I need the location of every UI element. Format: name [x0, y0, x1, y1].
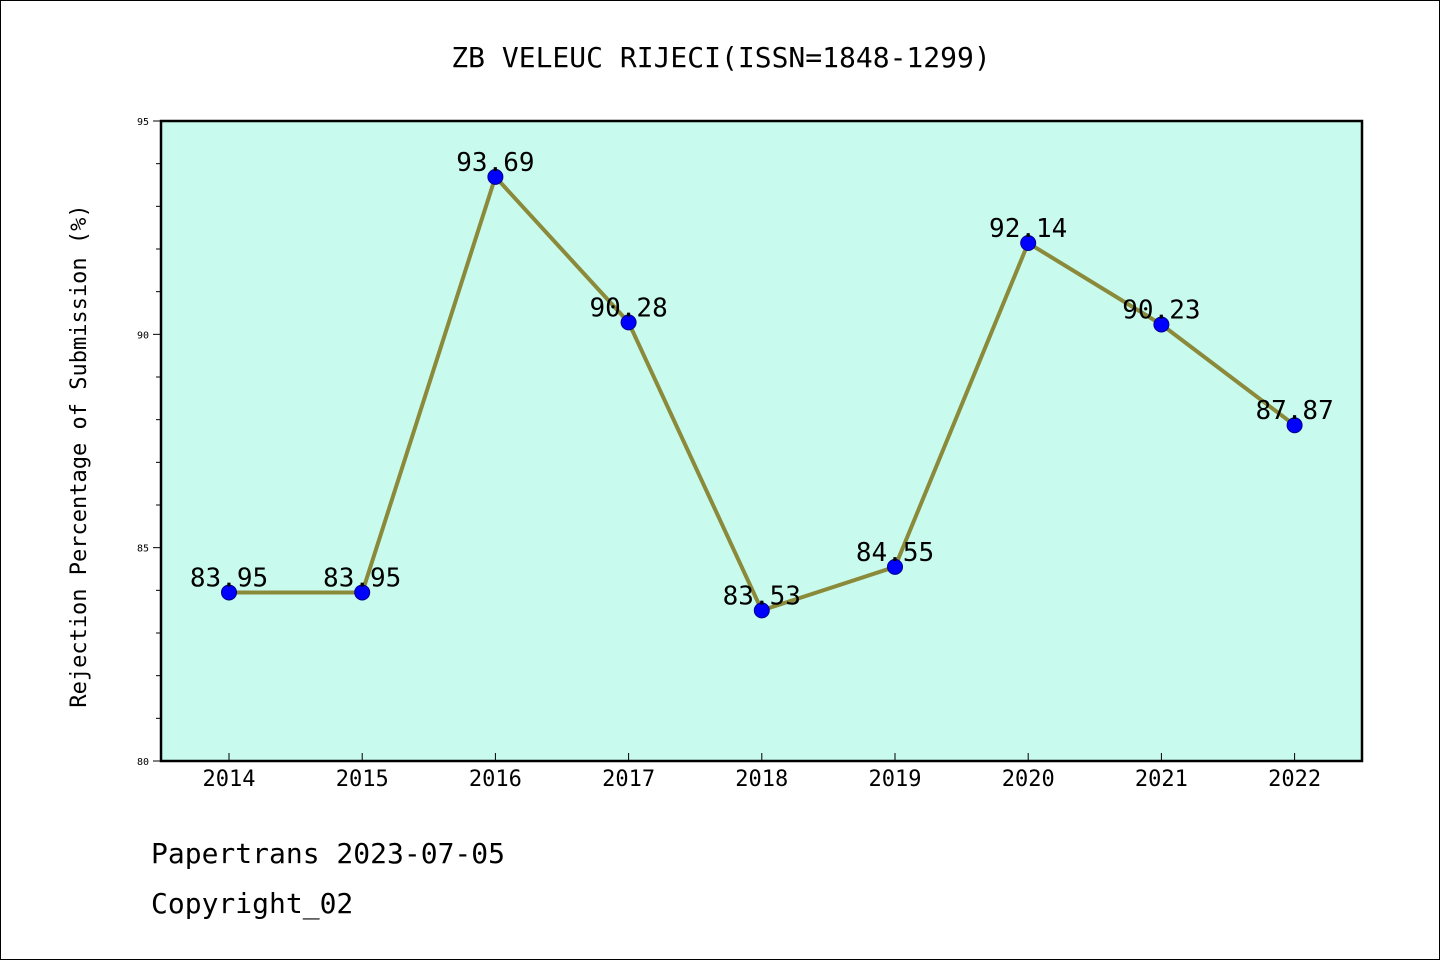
data-label: 84.55 [856, 538, 934, 568]
y-axis-label: Rejection Percentage of Submission (%) [67, 204, 92, 707]
data-point [487, 168, 504, 185]
data-point [887, 558, 903, 575]
data-point [753, 602, 770, 619]
data-point [354, 584, 371, 601]
y-axis-ticks: 80 85 90 95 [137, 117, 161, 768]
x-tick-label: 2014 [203, 767, 256, 792]
x-axis-ticks: 2014 2015 2016 2017 2018 2019 2020 2021 2022 [203, 753, 1321, 792]
data-label: 83.95 [190, 563, 268, 593]
x-tick-label: 2022 [1268, 767, 1321, 792]
data-point [620, 314, 637, 331]
x-tick-label: 2016 [469, 767, 522, 792]
data-label: 93.69 [456, 148, 534, 178]
data-point [1020, 235, 1037, 252]
data-label: 90.28 [589, 293, 667, 323]
data-point [221, 584, 237, 601]
y-tick-label: 95 [137, 117, 149, 128]
data-label: 83.95 [323, 563, 401, 593]
data-markers [221, 168, 1303, 619]
data-label: 83.53 [723, 581, 801, 611]
data-point [1153, 316, 1170, 333]
y-tick-label: 85 [137, 544, 149, 555]
footer-copyright-text: Copyright_02 [151, 887, 354, 920]
footer-date-text: Papertrans 2023-07-05 [151, 837, 506, 870]
y-tick-label: 80 [137, 757, 149, 768]
x-tick-label: 2018 [735, 767, 788, 792]
x-tick-label: 2021 [1135, 767, 1188, 792]
x-tick-label: 2020 [1002, 767, 1055, 792]
data-labels: 83.95 83.95 93.69 90.28 83.53 84.55 92.14 90.23… [190, 148, 1334, 611]
x-tick-label: 2015 [336, 767, 389, 792]
chart-title: ZB VELEUC RIJECI(ISSN=1848-1299) [451, 41, 990, 74]
data-label: 92.14 [989, 214, 1067, 244]
data-label: 90.23 [1122, 296, 1200, 326]
x-tick-label: 2017 [602, 767, 655, 792]
y-tick-label: 90 [137, 330, 149, 341]
plot-area [161, 121, 1362, 761]
data-label: 87.87 [1255, 396, 1333, 426]
data-point [1286, 417, 1303, 434]
plot-frame [159, 119, 1364, 763]
x-tick-label: 2019 [869, 767, 922, 792]
